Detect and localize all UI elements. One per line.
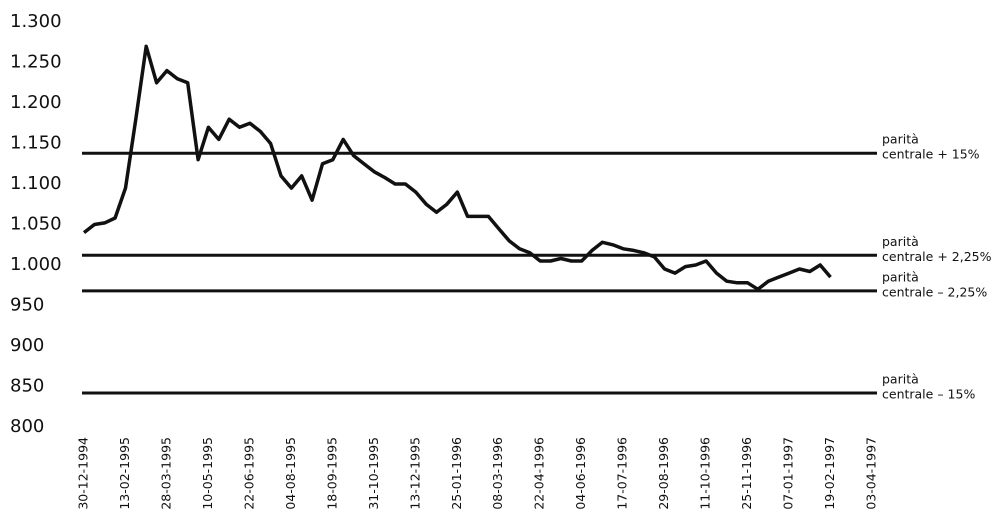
x-tick-label: 25-01-1996 [449,437,464,510]
x-tick-label: 22-06-1995 [241,437,256,510]
data-line [82,44,832,292]
x-tick-label: 18-09-1995 [324,437,339,510]
reference-label: parità [882,371,919,386]
y-tick-label: 950 [10,295,44,316]
x-tick-label: 07-01-1997 [781,437,796,510]
x-tick-label: 11-10-1996 [698,437,713,510]
x-tick-label: 04-06-1996 [573,437,588,510]
x-tick-label: 08-03-1996 [490,437,505,510]
y-tick-label: 900 [10,335,44,356]
x-tick-label: 03-04-1997 [864,437,879,510]
reference-label: centrale – 2,25% [882,284,987,299]
reference-label: centrale + 15% [882,147,980,162]
x-tick-label: 13-02-1995 [117,437,132,510]
y-tick-label: 1.100 [10,173,62,194]
x-tick-label: 17-07-1996 [615,437,630,510]
y-tick-label: 1.150 [10,133,62,154]
x-tick-label: 10-05-1995 [200,437,215,510]
y-tick-label: 1.200 [10,92,62,113]
reference-label: parità [882,132,919,147]
x-tick-label: 13-12-1995 [407,437,422,510]
reference-label: parità [882,234,919,249]
y-tick-label: 1.000 [10,254,62,275]
x-tick-label: 19-02-1997 [822,437,837,510]
x-tick-label: 22-04-1996 [532,437,547,510]
x-tick-label: 31-10-1995 [366,437,381,510]
reference-label: parità [882,269,919,284]
x-tick-label: 28-03-1995 [158,437,173,510]
reference-label: centrale + 2,25% [882,249,992,264]
y-tick-label: 1.050 [10,214,62,235]
y-tick-label: 1.300 [10,11,62,32]
x-tick-label: 04-08-1995 [283,437,298,510]
reference-label: centrale – 15% [882,386,975,401]
y-tick-label: 1.250 [10,52,62,73]
x-tick-label: 30-12-1994 [76,437,91,510]
x-tick-label: 25-11-1996 [739,437,754,510]
y-tick-label: 850 [10,376,44,397]
x-tick-label: 29-08-1996 [656,437,671,510]
y-tick-label: 800 [10,416,44,437]
